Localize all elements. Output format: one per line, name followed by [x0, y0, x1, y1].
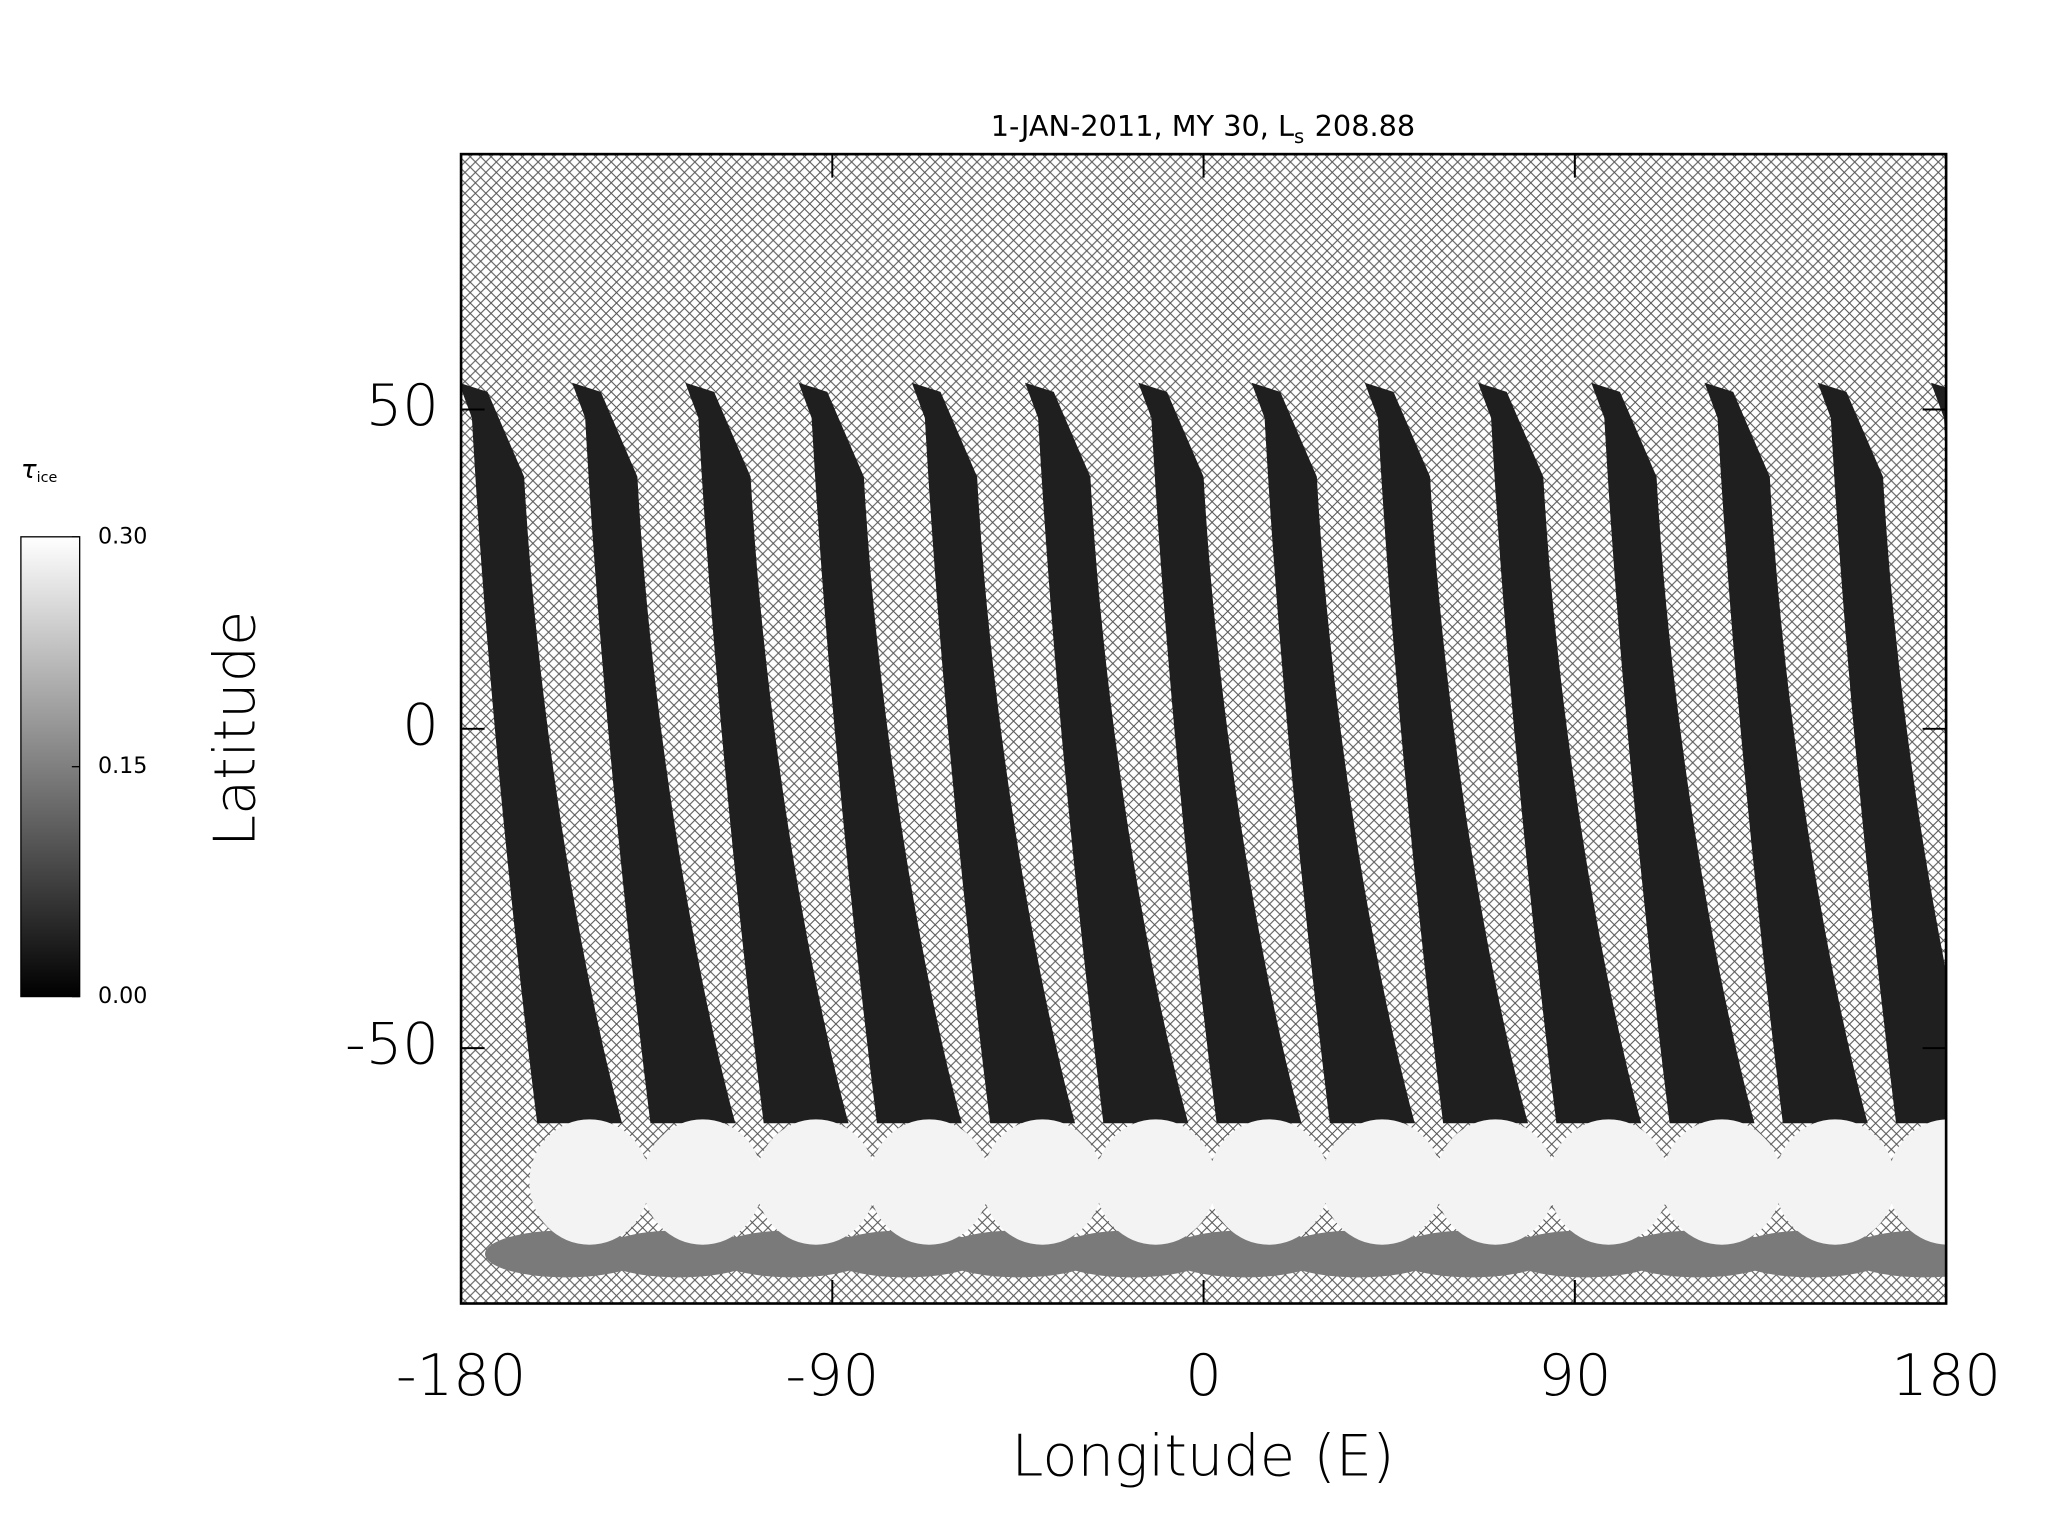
observation-swath	[1817, 382, 1947, 1124]
polar-cloud	[755, 1119, 877, 1245]
title-suffix: 208.88	[1315, 109, 1416, 143]
polar-cloud	[1775, 1119, 1896, 1245]
colorbar-tick-label: 0.30	[98, 523, 147, 549]
x-tick-label: 0	[1185, 1342, 1222, 1409]
title-text: 1-JAN-2011, MY 30, L	[991, 109, 1294, 143]
colorbar	[20, 536, 81, 998]
y-tick-label: -50	[345, 1011, 439, 1078]
observation-swath	[1138, 382, 1302, 1124]
observation-swath	[911, 382, 1076, 1124]
observation-swath	[1478, 382, 1642, 1124]
polar-cloud	[1661, 1119, 1782, 1245]
observation-swath	[685, 382, 849, 1124]
observation-swath	[1364, 382, 1529, 1124]
observation-swath	[1704, 382, 1868, 1124]
polar-cloud	[1957, 1230, 2048, 1277]
polar-cloud	[1548, 1119, 1669, 1245]
swaths	[461, 382, 2048, 1278]
polar-cloud	[1322, 1119, 1443, 1245]
polar-cloud	[1888, 1119, 1947, 1245]
observation-swath	[1591, 382, 1755, 1124]
colorbar-label: τice	[21, 455, 58, 486]
y-tick-label: 50	[366, 372, 439, 439]
x-tick-label: 180	[1891, 1342, 2001, 1409]
y-axis-label: Latitude	[202, 611, 269, 847]
polar-cloud	[2002, 1119, 2048, 1244]
polar-cloud	[1095, 1119, 1216, 1245]
colorbar-tick-label: 0.15	[98, 753, 147, 779]
observation-swath	[1251, 382, 1415, 1124]
x-tick-label: -180	[396, 1342, 526, 1409]
observation-swath	[461, 383, 623, 1124]
y-tick-label: 0	[402, 691, 439, 758]
title-subscript: s	[1294, 125, 1304, 148]
x-tick-label: -90	[785, 1342, 879, 1409]
polar-cloud	[1435, 1119, 1556, 1245]
polar-cloud	[642, 1119, 763, 1245]
polar-cloud	[1843, 1230, 1947, 1278]
colorbar-label-text: τ	[21, 455, 37, 485]
colorbar-label-subscript: ice	[37, 470, 58, 486]
polar-cloud	[982, 1119, 1103, 1245]
observation-swath	[1025, 382, 1189, 1124]
polar-cloud	[529, 1119, 650, 1245]
x-axis-label: Longitude (E)	[1011, 1423, 1394, 1490]
polar-cloud	[1208, 1119, 1329, 1245]
observation-swath	[1930, 382, 1947, 454]
polar-cloud	[869, 1119, 990, 1245]
chart-title: 1-JAN-2011, MY 30, Ls 208.88	[991, 109, 1415, 148]
observation-swath	[798, 382, 962, 1124]
x-tick-label: 90	[1538, 1342, 1611, 1409]
colorbar-tick-label: 0.00	[98, 983, 147, 1009]
observation-swath	[572, 382, 736, 1124]
